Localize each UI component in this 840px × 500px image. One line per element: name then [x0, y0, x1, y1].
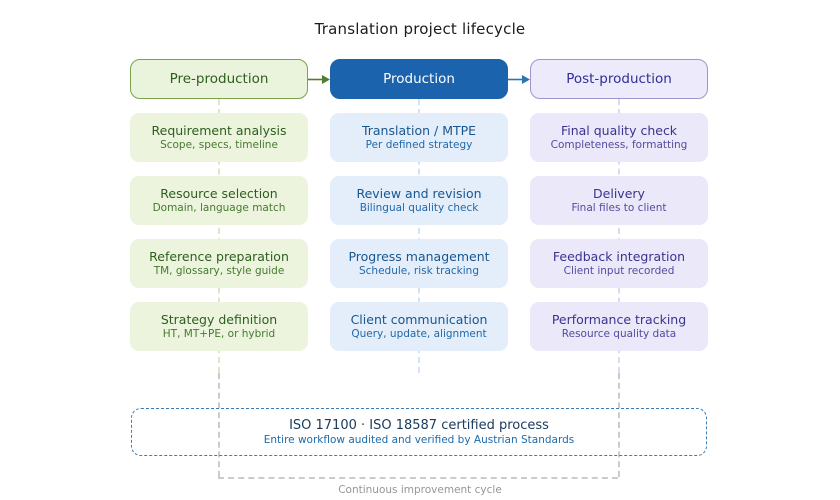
card-resource-selection: Resource selection Domain, language matc… [130, 176, 308, 225]
iso-title: ISO 17100 · ISO 18587 certified process [289, 417, 549, 433]
card-subtitle: Final files to client [571, 202, 667, 214]
card-title: Final quality check [560, 122, 678, 138]
card-subtitle: Resource quality data [561, 328, 677, 340]
iso-certification-box: ISO 17100 · ISO 18587 certified process … [131, 408, 707, 456]
card-strategy-definition: Strategy definition HT, MT+PE, or hybrid [130, 302, 308, 351]
phase-header-post-production: Post-production [530, 59, 708, 99]
column-production: Production Translation / MTPE Per define… [330, 59, 508, 351]
card-title: Resource selection [160, 185, 278, 201]
card-title: Delivery [593, 185, 645, 201]
card-title: Translation / MTPE [361, 122, 477, 138]
card-subtitle: TM, glossary, style guide [153, 265, 285, 277]
card-progress-management: Progress management Schedule, risk track… [330, 239, 508, 288]
card-title: Reference preparation [149, 248, 289, 264]
card-performance-tracking: Performance tracking Resource quality da… [530, 302, 708, 351]
card-subtitle: Client input recorded [563, 265, 675, 277]
card-review-and-revision: Review and revision Bilingual quality ch… [330, 176, 508, 225]
card-translation-mtpe: Translation / MTPE Per defined strategy [330, 113, 508, 162]
card-subtitle: Domain, language match [152, 202, 286, 214]
phase-header-pre-production: Pre-production [130, 59, 308, 99]
card-client-communication: Client communication Query, update, alig… [330, 302, 508, 351]
production-connector-line [418, 99, 420, 373]
phase-header-production: Production [330, 59, 508, 99]
arrow-production-to-post-icon [508, 75, 530, 84]
improvement-loop-right-line [618, 373, 620, 477]
post-production-connector-line [618, 99, 620, 373]
card-delivery: Delivery Final files to client [530, 176, 708, 225]
improvement-loop-left-line [218, 373, 220, 477]
column-post-production: Post-production Final quality check Comp… [530, 59, 708, 351]
card-title: Performance tracking [551, 311, 687, 327]
card-title: Strategy definition [160, 311, 278, 327]
card-subtitle: HT, MT+PE, or hybrid [162, 328, 276, 340]
card-title: Review and revision [356, 185, 482, 201]
pre-production-connector-line [218, 99, 220, 373]
card-subtitle: Schedule, risk tracking [358, 265, 479, 277]
card-subtitle: Query, update, alignment [351, 328, 487, 340]
card-requirement-analysis: Requirement analysis Scope, specs, timel… [130, 113, 308, 162]
card-title: Client communication [350, 311, 488, 327]
card-reference-preparation: Reference preparation TM, glossary, styl… [130, 239, 308, 288]
card-title: Progress management [348, 248, 490, 264]
continuous-improvement-label: Continuous improvement cycle [338, 484, 502, 496]
iso-subtitle: Entire workflow audited and verified by … [263, 433, 575, 446]
card-title: Feedback integration [552, 248, 686, 264]
card-subtitle: Bilingual quality check [359, 202, 479, 214]
improvement-loop-bottom-line [218, 477, 618, 479]
page-title: Translation project lifecycle [314, 20, 526, 38]
card-subtitle: Scope, specs, timeline [160, 139, 278, 151]
arrow-pre-to-production-icon [308, 75, 330, 84]
card-final-quality-check: Final quality check Completeness, format… [530, 113, 708, 162]
card-subtitle: Per defined strategy [365, 139, 473, 151]
card-feedback-integration: Feedback integration Client input record… [530, 239, 708, 288]
card-subtitle: Completeness, formatting [550, 139, 688, 151]
column-pre-production: Pre-production Requirement analysis Scop… [130, 59, 308, 351]
card-title: Requirement analysis [151, 122, 287, 138]
